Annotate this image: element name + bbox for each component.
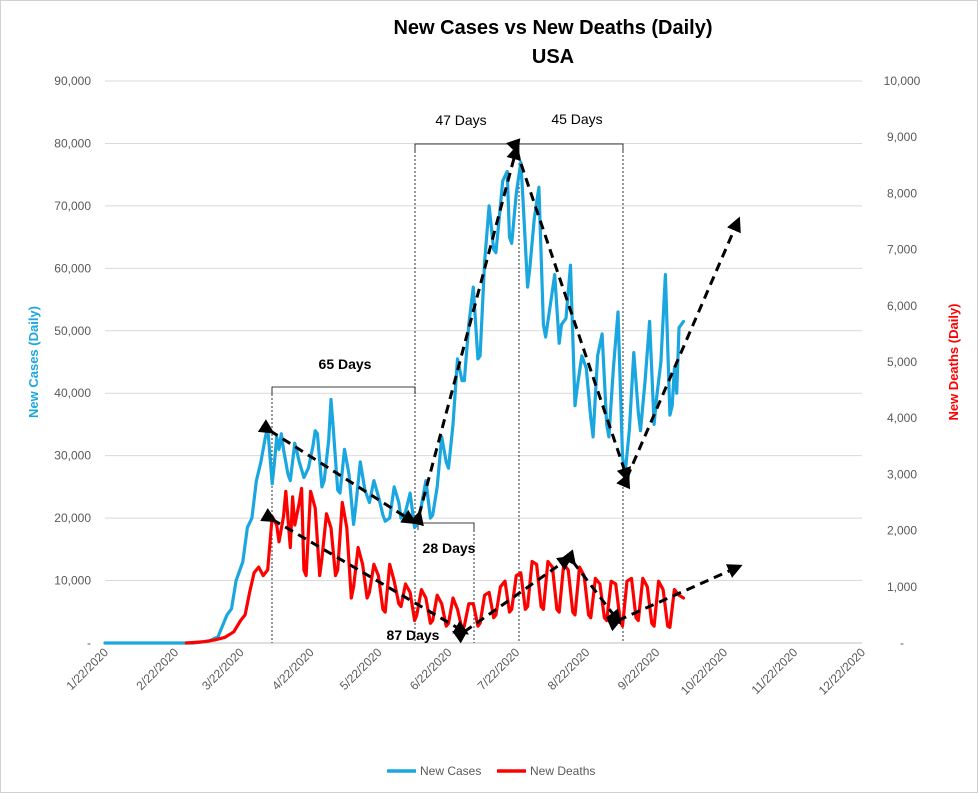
legend-label-new-deaths: New Deaths <box>530 764 595 778</box>
annotation-label: 28 Days <box>423 540 476 556</box>
right-axis-title: New Deaths (Daily) <box>946 303 961 420</box>
left-tick-label: 30,000 <box>54 449 91 463</box>
x-tick-label: 4/22/2020 <box>269 645 317 693</box>
x-tick-label: 12/22/2020 <box>816 645 869 698</box>
left-axis-title: New Cases (Daily) <box>26 306 41 418</box>
left-axis-ticks: - 10,000 20,000 30,000 40,000 50,000 60,000 70,… <box>54 74 91 650</box>
x-axis-ticks: 1/22/2020 2/22/2020 3/22/2020 4/22/2020 5/22… <box>63 645 868 698</box>
annotation-label: 87 Days <box>387 627 440 643</box>
x-tick-label: 2/22/2020 <box>134 645 182 693</box>
x-tick-label: 9/22/2020 <box>615 645 663 693</box>
x-tick-label: 8/22/2020 <box>545 645 593 693</box>
left-tick-label: - <box>87 636 91 650</box>
trend-arrow <box>260 508 469 635</box>
x-tick-label: 1/22/2020 <box>63 645 111 693</box>
annotations: 65 Days 47 Days 45 Days 28 Days 87 Days <box>319 111 603 643</box>
left-tick-label: 50,000 <box>54 324 91 338</box>
right-axis-ticks: - 1,000 2,000 3,000 4,000 5,000 6,000 7,000 8,00… <box>884 74 921 650</box>
annotation-label: 65 Days <box>319 356 372 372</box>
right-tick-label: 2,000 <box>887 524 917 538</box>
series-line-new-cases <box>103 160 686 645</box>
right-tick-label: 8,000 <box>887 186 917 200</box>
x-tick-label: 3/22/2020 <box>199 645 247 693</box>
legend-label-new-cases: New Cases <box>420 764 481 778</box>
right-tick-label: - <box>900 636 904 650</box>
right-tick-label: 4,000 <box>887 411 917 425</box>
x-tick-label: 6/22/2020 <box>407 645 455 693</box>
bracket-47-days <box>414 143 520 151</box>
left-tick-label: 70,000 <box>54 199 91 213</box>
x-tick-label: 11/22/2020 <box>749 645 801 697</box>
right-tick-label: 7,000 <box>887 243 917 257</box>
gridlines <box>105 80 862 644</box>
left-tick-label: 40,000 <box>54 386 91 400</box>
left-tick-label: 60,000 <box>54 261 91 275</box>
right-tick-label: 10,000 <box>884 74 921 88</box>
trend-arrow <box>506 138 632 483</box>
trend-arrow <box>616 216 741 490</box>
trend-arrow <box>606 564 743 632</box>
legend: New Cases New Deaths <box>387 764 595 778</box>
right-tick-label: 5,000 <box>887 355 917 369</box>
trend-arrows <box>257 138 743 644</box>
x-tick-label: 7/22/2020 <box>475 645 523 693</box>
x-tick-label: 5/22/2020 <box>337 645 385 693</box>
right-tick-label: 1,000 <box>887 580 917 594</box>
annotation-label: 45 Days <box>551 111 602 127</box>
right-tick-label: 3,000 <box>887 467 917 481</box>
left-tick-label: 20,000 <box>54 511 91 525</box>
left-tick-label: 10,000 <box>54 574 91 588</box>
trend-arrow <box>452 555 573 644</box>
chart-title: New Cases vs New Deaths (Daily) <box>393 17 712 39</box>
x-tick-label: 10/22/2020 <box>678 645 731 698</box>
annotation-label: 47 Days <box>435 112 486 128</box>
bracket-28-days <box>417 522 475 530</box>
right-tick-label: 6,000 <box>887 299 917 313</box>
trend-arrow <box>409 144 522 527</box>
series-line-new-deaths <box>184 486 686 645</box>
series-lines <box>103 160 686 645</box>
right-tick-label: 9,000 <box>887 130 917 144</box>
left-tick-label: 80,000 <box>54 136 91 150</box>
bracket-45-days <box>519 143 624 151</box>
chart-subtitle: USA <box>532 46 574 68</box>
trend-arrow <box>257 419 417 525</box>
left-tick-label: 90,000 <box>54 74 91 88</box>
